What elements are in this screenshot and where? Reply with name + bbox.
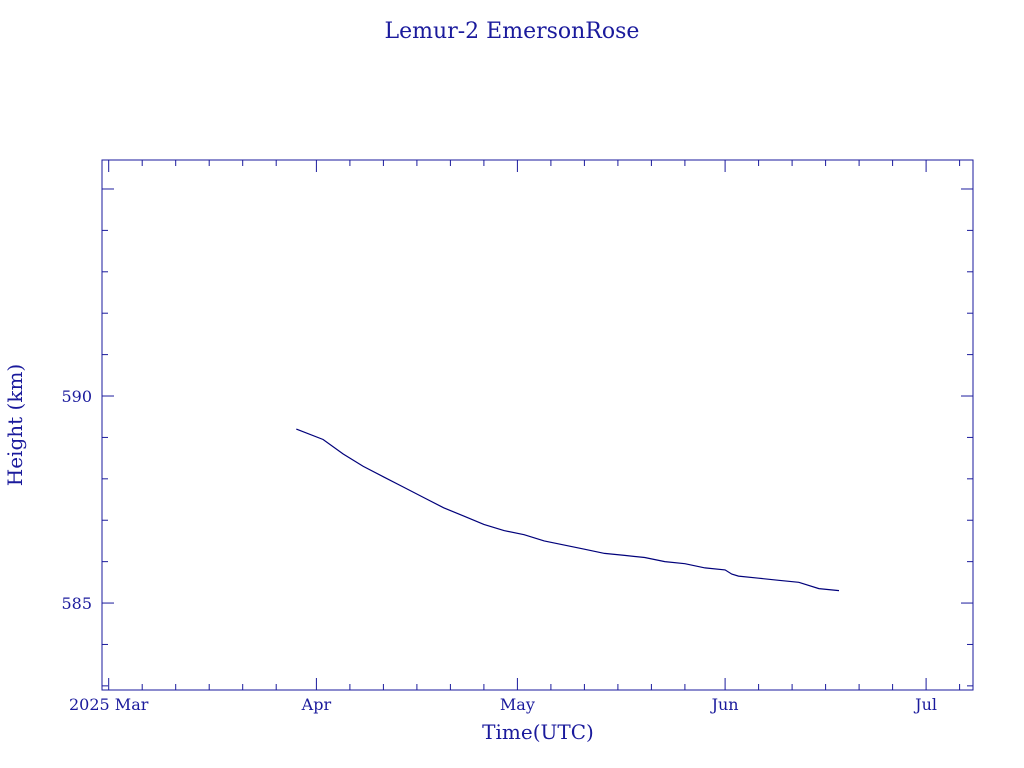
x-axis-label: Time(UTC) [482,720,594,744]
plot-frame [101,159,974,691]
y-tick-label: 590 [61,387,92,406]
axis-ticks [102,160,973,690]
x-tick-label: 2025 Mar [69,695,149,714]
y-tick-label: 585 [61,594,92,613]
x-tick-label: May [500,695,535,714]
x-tick-label: Jun [710,695,739,714]
x-tick-label: Jul [913,695,937,714]
x-tick-labels: 2025 Mar Apr May Jun Jul [69,695,937,714]
x-tick-label: Apr [301,695,332,714]
chart-title: Lemur-2 EmersonRose [385,19,640,44]
y-tick-labels: 585 590 [61,387,92,613]
y-axis-label: Height (km) [3,364,27,486]
series-line [296,428,840,592]
